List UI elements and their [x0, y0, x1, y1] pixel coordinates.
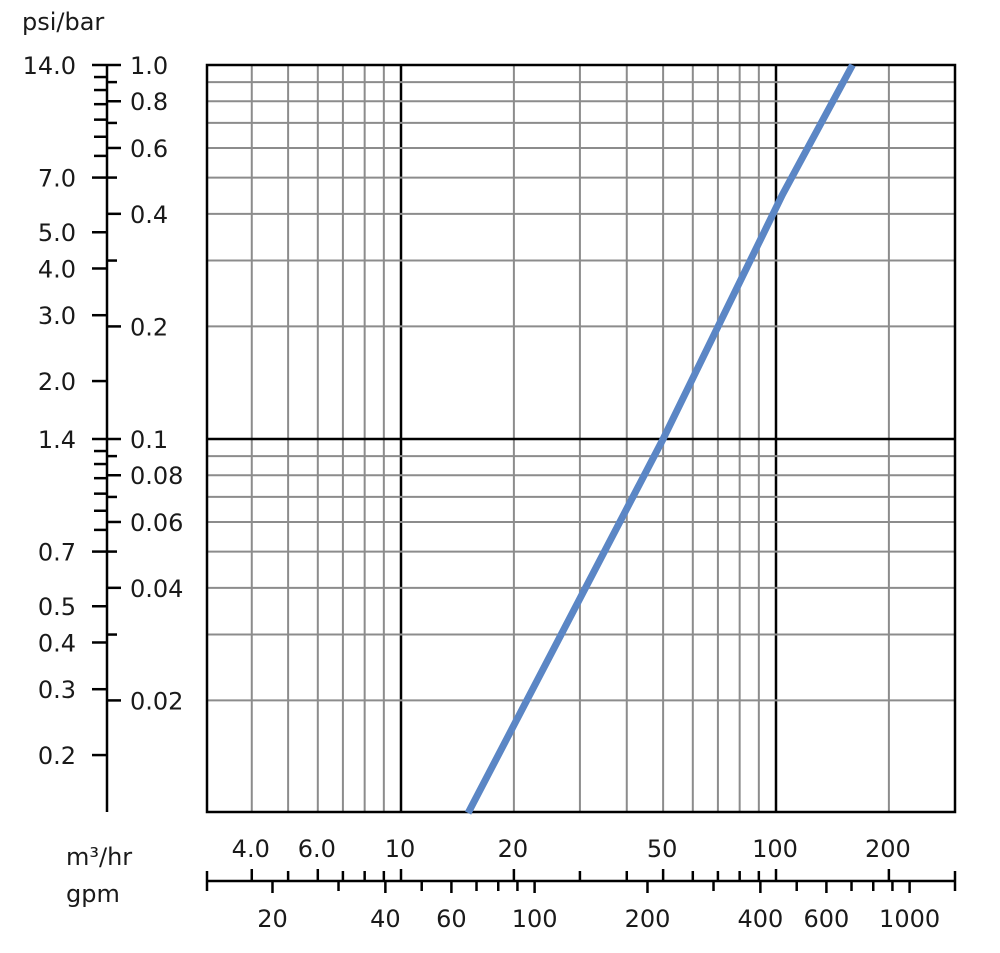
x-tick-label-gpm: 600 — [803, 905, 849, 933]
y-tick-label-psi: 4.0 — [38, 255, 76, 283]
y-tick-label-psi: 0.5 — [38, 593, 76, 621]
y-tick-label-psi: 3.0 — [38, 302, 76, 330]
x-tick-label-gpm: 1000 — [879, 905, 940, 933]
y-tick-label-bar: 0.04 — [130, 575, 183, 603]
axes-layer: 1.0 0.8 0.6 0.4 0.2 0.1 0.08 0.06 0.04 0.02 14.0 7.… — [23, 52, 957, 933]
y-tick-label-psi: 0.4 — [38, 629, 76, 657]
y-tick-label-psi: 0.7 — [38, 539, 76, 567]
series-line-0 — [464, 63, 856, 815]
x-tick-label-m3: 100 — [752, 835, 798, 863]
x-tick-label-m3: 20 — [498, 835, 529, 863]
y-tick-label-bar: 0.06 — [130, 509, 183, 537]
x-tick-label-m3: 4.0 — [232, 835, 270, 863]
y-tick-label-bar: 0.1 — [130, 426, 168, 454]
axis-labels: psi/bar m³/hr gpm — [22, 8, 132, 908]
y-tick-label-psi: 0.3 — [38, 676, 76, 704]
y-tick-label-psi: 5.0 — [38, 219, 76, 247]
x-tick-label-m3: 10 — [385, 835, 416, 863]
x-tick-label-m3: 200 — [865, 835, 911, 863]
x-tick-label-gpm: 40 — [370, 905, 401, 933]
x-tick-label-m3: 50 — [647, 835, 678, 863]
y-axis-label: psi/bar — [22, 8, 104, 36]
y-tick-label-bar: 0.08 — [130, 462, 183, 490]
plot-area — [205, 63, 957, 814]
y-tick-label-bar: 0.02 — [130, 687, 183, 715]
x-tick-label-gpm: 60 — [436, 905, 467, 933]
y-tick-label-psi: 1.4 — [38, 426, 76, 454]
y-tick-label-psi: 2.0 — [38, 368, 76, 396]
y-tick-label-bar: 0.4 — [130, 201, 168, 229]
y-tick-label-bar: 0.8 — [130, 88, 168, 116]
x-tick-label-gpm: 400 — [737, 905, 783, 933]
x-axis-label-primary: m³/hr — [66, 843, 132, 871]
grid-lines — [207, 65, 955, 812]
y-tick-label-bar: 0.2 — [130, 313, 168, 341]
x-tick-label-m3: 6.0 — [298, 835, 336, 863]
y-tick-label-bar: 1.0 — [130, 52, 168, 80]
y-tick-label-psi: 14.0 — [23, 52, 76, 80]
x-tick-label-gpm: 200 — [625, 905, 671, 933]
x-axis-label-secondary: gpm — [66, 880, 120, 908]
x-tick-label-gpm: 100 — [512, 905, 558, 933]
series-layer — [464, 63, 856, 815]
y-tick-label-psi: 7.0 — [38, 165, 76, 193]
x-tick-label-gpm: 20 — [257, 905, 288, 933]
y-tick-label-psi: 0.2 — [38, 742, 76, 770]
y-tick-label-bar: 0.6 — [130, 135, 168, 163]
